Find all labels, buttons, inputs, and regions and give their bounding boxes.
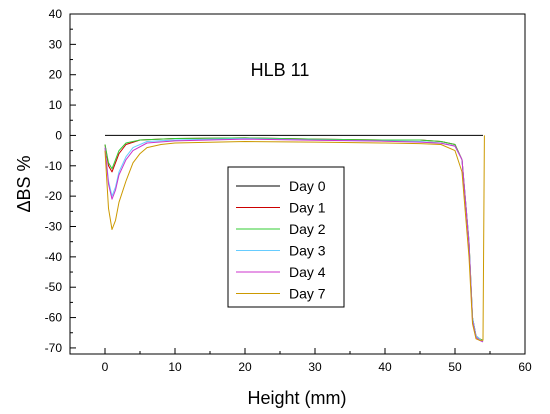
plot-frame (69, 13, 526, 355)
y-tick-label: 0 (55, 128, 62, 142)
legend-label: Day 3 (289, 243, 326, 259)
x-tick-label: 40 (378, 360, 392, 374)
x-axis-label: Height (mm) (247, 388, 346, 408)
ticks (69, 13, 526, 354)
y-tick-label: 10 (49, 98, 63, 112)
legend-label: Day 1 (289, 200, 326, 216)
x-tick-label: 30 (308, 360, 322, 374)
legend-label: Day 4 (289, 264, 326, 280)
legend-box (227, 166, 345, 308)
x-tick-label: 60 (518, 360, 532, 374)
series-lines (104, 134, 485, 343)
y-tick-label: -70 (45, 341, 63, 355)
tick-labels: 0 10 20 30 40 50 60 40 30 20 10 0 -10 -20 -30 -40 -50 -60… (45, 7, 532, 374)
y-tick-label: 40 (49, 7, 63, 21)
x-tick-label: 10 (168, 360, 182, 374)
legend-label: Day 0 (289, 178, 326, 194)
chart-title: HLB 11 (251, 60, 310, 80)
y-tick-label: -20 (45, 189, 63, 203)
x-tick-label: 0 (102, 360, 109, 374)
legend-label: Day 2 (289, 221, 326, 237)
y-axis-label: ΔBS % (14, 155, 34, 212)
y-tick-label: -10 (45, 159, 63, 173)
y-tick-label: -40 (45, 250, 63, 264)
legend: Day 0 Day 1 Day 2 Day 3 Day 4 Day 7 (227, 166, 345, 308)
y-tick-label: -30 (45, 220, 63, 234)
legend-label: Day 7 (289, 286, 326, 302)
y-tick-label: -60 (45, 311, 63, 325)
x-tick-label: 20 (238, 360, 252, 374)
y-tick-label: 20 (49, 68, 63, 82)
series-line-day-7 (104, 135, 485, 341)
y-tick-label: -50 (45, 280, 63, 294)
y-tick-label: 30 (49, 37, 63, 51)
x-tick-label: 50 (448, 360, 462, 374)
